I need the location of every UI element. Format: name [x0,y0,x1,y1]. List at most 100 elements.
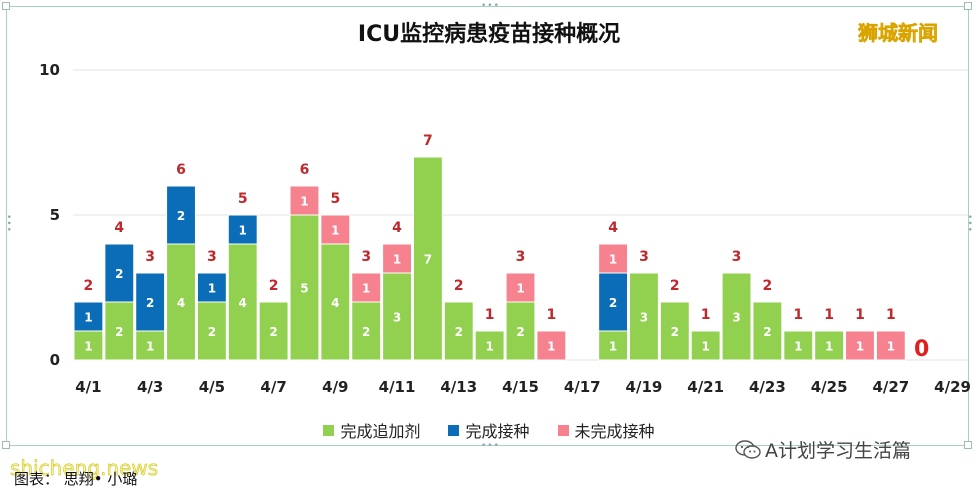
chart-title: ICU监控病患疫苗接种概况 [357,22,621,47]
resize-handle-top[interactable]: ••• [481,1,500,11]
bar-segment-label: 2 [269,325,277,339]
bar-total-label: 2 [454,278,464,294]
resize-handle-bottom[interactable]: ••• [481,441,500,451]
x-tick-label: 4/5 [199,378,225,396]
bar-segment [135,272,166,332]
bar-segment [875,330,906,361]
bar-segment-label: 1 [239,224,247,238]
bar-segment-label: 1 [701,340,709,354]
resize-handle-right[interactable]: ••• [964,214,974,233]
bar-segment-label: 3 [393,311,401,325]
bar-segment-label: 7 [424,253,432,267]
bar-segment [104,243,135,303]
bar-total-label: 1 [886,307,896,323]
bar-segment [73,330,104,361]
wechat-icon [735,440,761,459]
bar-total-label: 1 [546,307,556,323]
bar-segment [536,330,567,361]
bar-segment-label: 1 [84,311,92,325]
bar-segment [196,301,227,361]
bar-total-label: 1 [701,307,711,323]
bar-segment-label: 4 [177,296,185,310]
bar-total-label: 5 [238,191,248,207]
bar-segment-label: 2 [763,325,771,339]
resize-handle-left[interactable]: ••• [3,214,13,233]
resize-handle-top-left[interactable] [2,2,10,10]
bar-total-label: 6 [300,162,310,178]
legend-item: 完成接种 [448,418,530,442]
bar-segment-label: 1 [146,340,154,354]
bar-segment [690,330,721,361]
bar-segment-label: 2 [671,325,679,339]
bar-segment-label: 2 [115,267,123,281]
legend-swatch [557,424,569,436]
bar-segment-label: 1 [825,340,833,354]
bar-segment-label: 1 [331,224,339,238]
x-tick-label: 4/21 [687,378,724,396]
bar-total-label: 2 [763,278,773,294]
legend-swatch [323,424,335,436]
bar-segment [598,243,629,274]
bar-segment-label: 1 [887,340,895,354]
bar-segment [104,301,135,361]
bar-segment-label: 2 [208,325,216,339]
x-tick-label: 4/13 [440,378,477,396]
bar-segment-label: 1 [362,282,370,296]
x-tick-label: 4/9 [322,378,348,396]
resize-handle-bottom-right[interactable] [964,441,972,449]
brand-logo-text: 狮城新闻 [858,21,939,46]
bar-segment [721,272,752,361]
x-tick-label: 4/7 [260,378,286,396]
bar-segment-label: 3 [732,311,740,325]
bar-total-label: 4 [608,220,618,236]
bar-total-label: 3 [639,249,649,265]
bar-segment-label: 1 [84,340,92,354]
bar-segment-label: 4 [239,296,247,310]
y-tick-label: 10 [39,61,60,79]
bar-segment [258,301,289,361]
bar-segment [752,301,783,361]
bar-segment-label: 1 [609,340,617,354]
bar-total-label: 3 [516,249,526,265]
bar-segment [845,330,875,361]
bar-segment [227,214,258,245]
bar-segment-label: 2 [516,325,524,339]
bar-segment-label: 3 [640,311,648,325]
bar-segment-label: 5 [300,282,308,296]
bar-segment-label: 1 [300,195,308,209]
bar-total-label: 2 [84,278,94,294]
bar-segment-label: 1 [856,340,864,354]
x-tick-label: 4/27 [872,378,909,396]
y-tick-label: 0 [50,351,60,369]
bar-total-label: 6 [176,162,186,178]
chart-legend: 完成追加剂 完成接种 未完成接种 [0,418,978,442]
legend-swatch [448,424,460,436]
bar-total-label: 4 [392,220,402,236]
bar-total-label: 2 [269,278,279,294]
bar-total-label: 1 [793,307,803,323]
bar-segment [320,214,351,245]
x-tick-label: 4/19 [626,378,663,396]
resize-handle-top-right[interactable] [964,2,972,10]
bar-total-label: 0 [914,337,929,362]
bar-segment-label: 2 [362,325,370,339]
bar-segment [412,156,443,361]
bar-segment-label: 4 [331,296,339,310]
bar-segment [659,301,690,361]
legend-label: 完成追加剂 [340,422,421,441]
account-watermark: A计划学习生活篇 [735,436,911,463]
bar-segment [783,330,814,361]
bar-total-label: 7 [423,133,433,149]
bar-segment [166,185,196,245]
bar-segment-label: 1 [485,340,493,354]
bar-total-label: 3 [145,249,155,265]
bar-segment [73,301,104,332]
bar-segment [598,330,629,361]
bar-segment-label: 1 [609,253,617,267]
bar-segment [227,243,258,361]
bar-segment-label: 1 [794,340,802,354]
bar-segment [814,330,845,361]
y-tick-label: 5 [50,206,60,224]
resize-handle-bottom-left[interactable] [2,441,10,449]
